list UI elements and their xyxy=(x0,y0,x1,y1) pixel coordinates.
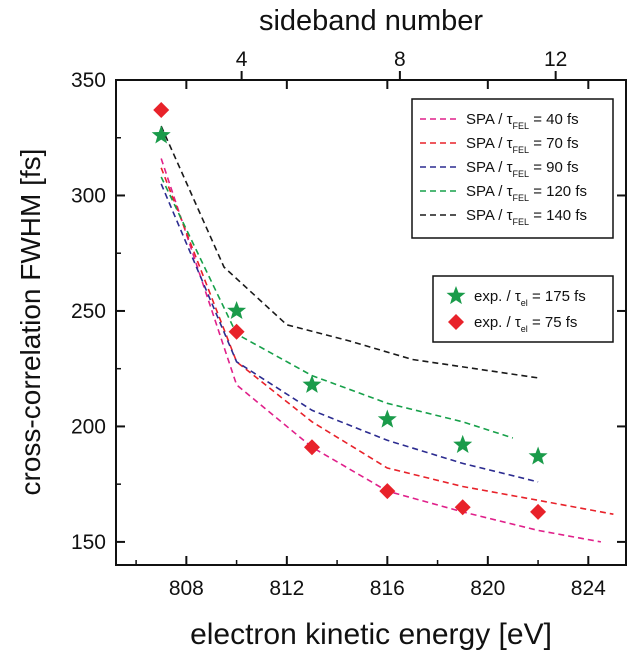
legend-label-4: SPA / τFEL = 140 fs xyxy=(466,207,587,227)
x-axis-title: electron kinetic energy [eV] xyxy=(190,618,552,651)
legend-exp: exp. / τel = 175 fs exp. / τel = 75 fs xyxy=(432,275,614,343)
x2-tick-label-2: 12 xyxy=(544,48,567,71)
series-line-2 xyxy=(160,183,539,483)
legend-exp-box xyxy=(432,275,614,343)
x-tick-label-4: 824 xyxy=(571,577,606,600)
diamond-point-5 xyxy=(530,503,547,520)
x2-tick-label-0: 4 xyxy=(236,48,248,71)
y-tick-label-3: 300 xyxy=(71,184,106,207)
y-axis-title: cross-correlation FWHM [fs] xyxy=(15,149,46,496)
legend-label-1: SPA / τFEL = 70 fs xyxy=(466,135,579,155)
series-line-4 xyxy=(160,125,539,379)
diamond-point-0 xyxy=(153,102,170,119)
star-point-5 xyxy=(528,446,548,465)
legend-marker-1 xyxy=(448,314,464,330)
x-tick-label-2: 816 xyxy=(370,577,405,600)
x2-tick-label-1: 8 xyxy=(394,48,406,71)
legend-exp-label-1: exp. / τel = 75 fs xyxy=(474,314,577,334)
diamond-point-2 xyxy=(303,439,320,456)
x-tick-label-0: 808 xyxy=(169,577,204,600)
legend-spa: SPA / τFEL = 40 fs SPA / τFEL = 70 fs SPA … xyxy=(411,98,614,239)
legend-exp-label-0: exp. / τel = 175 fs xyxy=(474,288,586,308)
diamond-point-4 xyxy=(454,499,471,516)
diamond-point-1 xyxy=(228,323,245,340)
x-tick-label-3: 820 xyxy=(470,577,505,600)
legend-label-0: SPA / τFEL = 40 fs xyxy=(466,111,579,131)
x-tick-label-1: 812 xyxy=(269,577,304,600)
y-tick-label-4: 350 xyxy=(71,69,106,92)
legend-label-3: SPA / τFEL = 120 fs xyxy=(466,183,587,203)
star-point-1 xyxy=(227,301,247,319)
y-tick-label-0: 150 xyxy=(71,531,106,554)
x2-axis-title: sideband number xyxy=(259,5,483,37)
y-tick-label-2: 250 xyxy=(71,300,106,323)
star-point-4 xyxy=(453,434,473,453)
diamond-point-3 xyxy=(379,483,396,500)
star-point-2 xyxy=(302,374,322,393)
series-line-3 xyxy=(160,176,514,439)
legend-label-2: SPA / τFEL = 90 fs xyxy=(466,159,579,179)
legend-marker-0 xyxy=(446,286,466,305)
points-layer xyxy=(151,102,548,520)
plot-frame xyxy=(115,79,627,566)
series-line-1 xyxy=(160,167,614,515)
star-point-3 xyxy=(377,409,397,428)
y-tick-label-1: 200 xyxy=(71,415,106,438)
star-point-0 xyxy=(151,125,171,144)
